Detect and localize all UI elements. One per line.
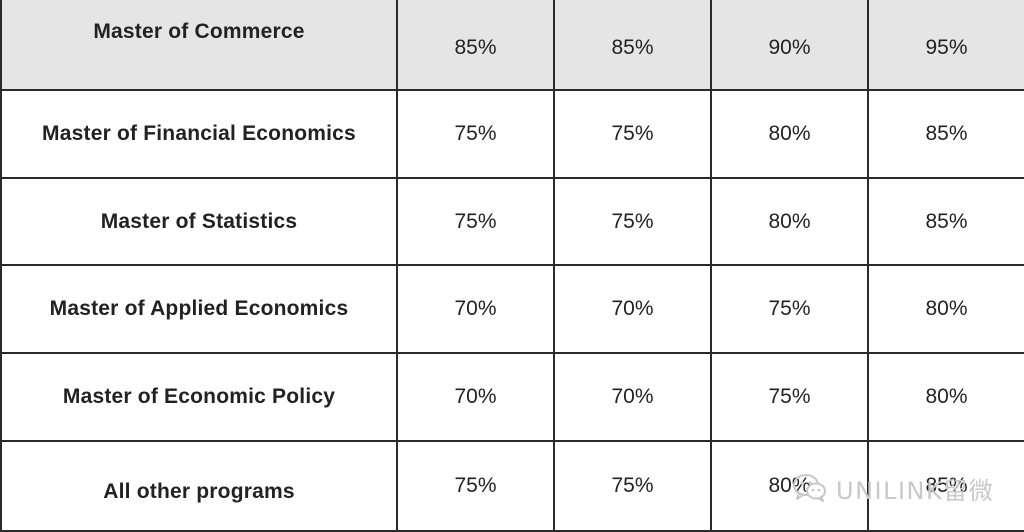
requirement-value: 75% — [710, 264, 869, 354]
requirement-value: 75% — [553, 439, 712, 532]
requirement-value: 75% — [710, 351, 869, 442]
program-name: Master of Applied Economics — [0, 264, 398, 354]
requirement-value: 75% — [396, 439, 555, 532]
table-row: Master of Commerce 85% 85% 90% 95% — [0, 0, 1024, 92]
requirement-value: 85% — [553, 0, 712, 92]
program-name: Master of Commerce — [0, 0, 398, 92]
requirement-value: 70% — [396, 264, 555, 354]
requirement-value: 85% — [396, 0, 555, 92]
program-name: All other programs — [0, 439, 398, 532]
table-row: Master of Economic Policy 70% 70% 75% 80… — [0, 351, 1024, 442]
table-row: Master of Applied Economics 70% 70% 75% … — [0, 264, 1024, 354]
watermark-text: UNILINK留微 — [836, 476, 995, 505]
requirement-value: 80% — [710, 439, 869, 532]
requirement-value: 85% — [867, 177, 1024, 267]
program-name: Master of Economic Policy — [0, 351, 398, 442]
requirement-value: 80% — [710, 89, 869, 180]
table-row: All other programs 75% 75% 80% 85% — [0, 439, 1024, 532]
requirement-value: 70% — [553, 264, 712, 354]
requirement-value: 70% — [553, 351, 712, 442]
requirement-value: 75% — [553, 177, 712, 267]
program-name: Master of Financial Economics — [0, 89, 398, 180]
table-row: Master of Financial Economics 75% 75% 80… — [0, 89, 1024, 180]
program-name: Master of Statistics — [0, 177, 398, 267]
requirement-value: 75% — [396, 89, 555, 180]
wechat-icon — [792, 473, 828, 503]
requirement-value: 85% — [867, 89, 1024, 180]
requirement-value: 80% — [867, 264, 1024, 354]
requirement-value: 95% — [867, 0, 1024, 92]
watermark: UNILINK留微 — [792, 470, 994, 506]
requirement-value: 80% — [710, 177, 869, 267]
requirement-value: 75% — [553, 89, 712, 180]
requirement-value: 90% — [710, 0, 869, 92]
requirement-value: 80% — [867, 351, 1024, 442]
requirement-value: 75% — [396, 177, 555, 267]
requirement-value: 70% — [396, 351, 555, 442]
table-row: Master of Statistics 75% 75% 80% 85% — [0, 177, 1024, 267]
